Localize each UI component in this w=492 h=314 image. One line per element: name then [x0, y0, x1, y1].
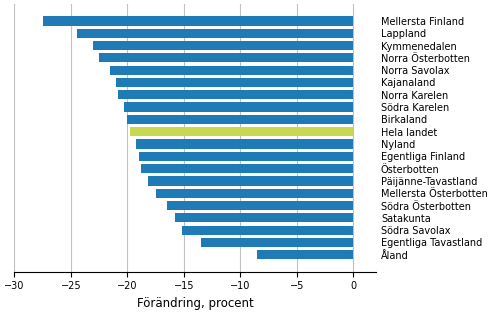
Bar [43, 16, 353, 25]
Bar [77, 29, 353, 38]
Bar [257, 250, 353, 259]
Bar [110, 66, 353, 75]
Bar [201, 238, 353, 247]
Bar [119, 90, 353, 100]
Bar [155, 189, 353, 198]
Bar [127, 115, 353, 124]
Bar [136, 139, 353, 149]
Bar [167, 201, 353, 210]
Bar [99, 53, 353, 62]
Bar [182, 225, 353, 235]
Bar [139, 152, 353, 161]
Bar [93, 41, 353, 50]
X-axis label: Förändring, procent: Förändring, procent [137, 297, 253, 310]
Bar [175, 213, 353, 223]
Bar [124, 102, 353, 112]
Bar [130, 127, 353, 136]
Bar [148, 176, 353, 186]
Bar [141, 164, 353, 173]
Bar [116, 78, 353, 87]
